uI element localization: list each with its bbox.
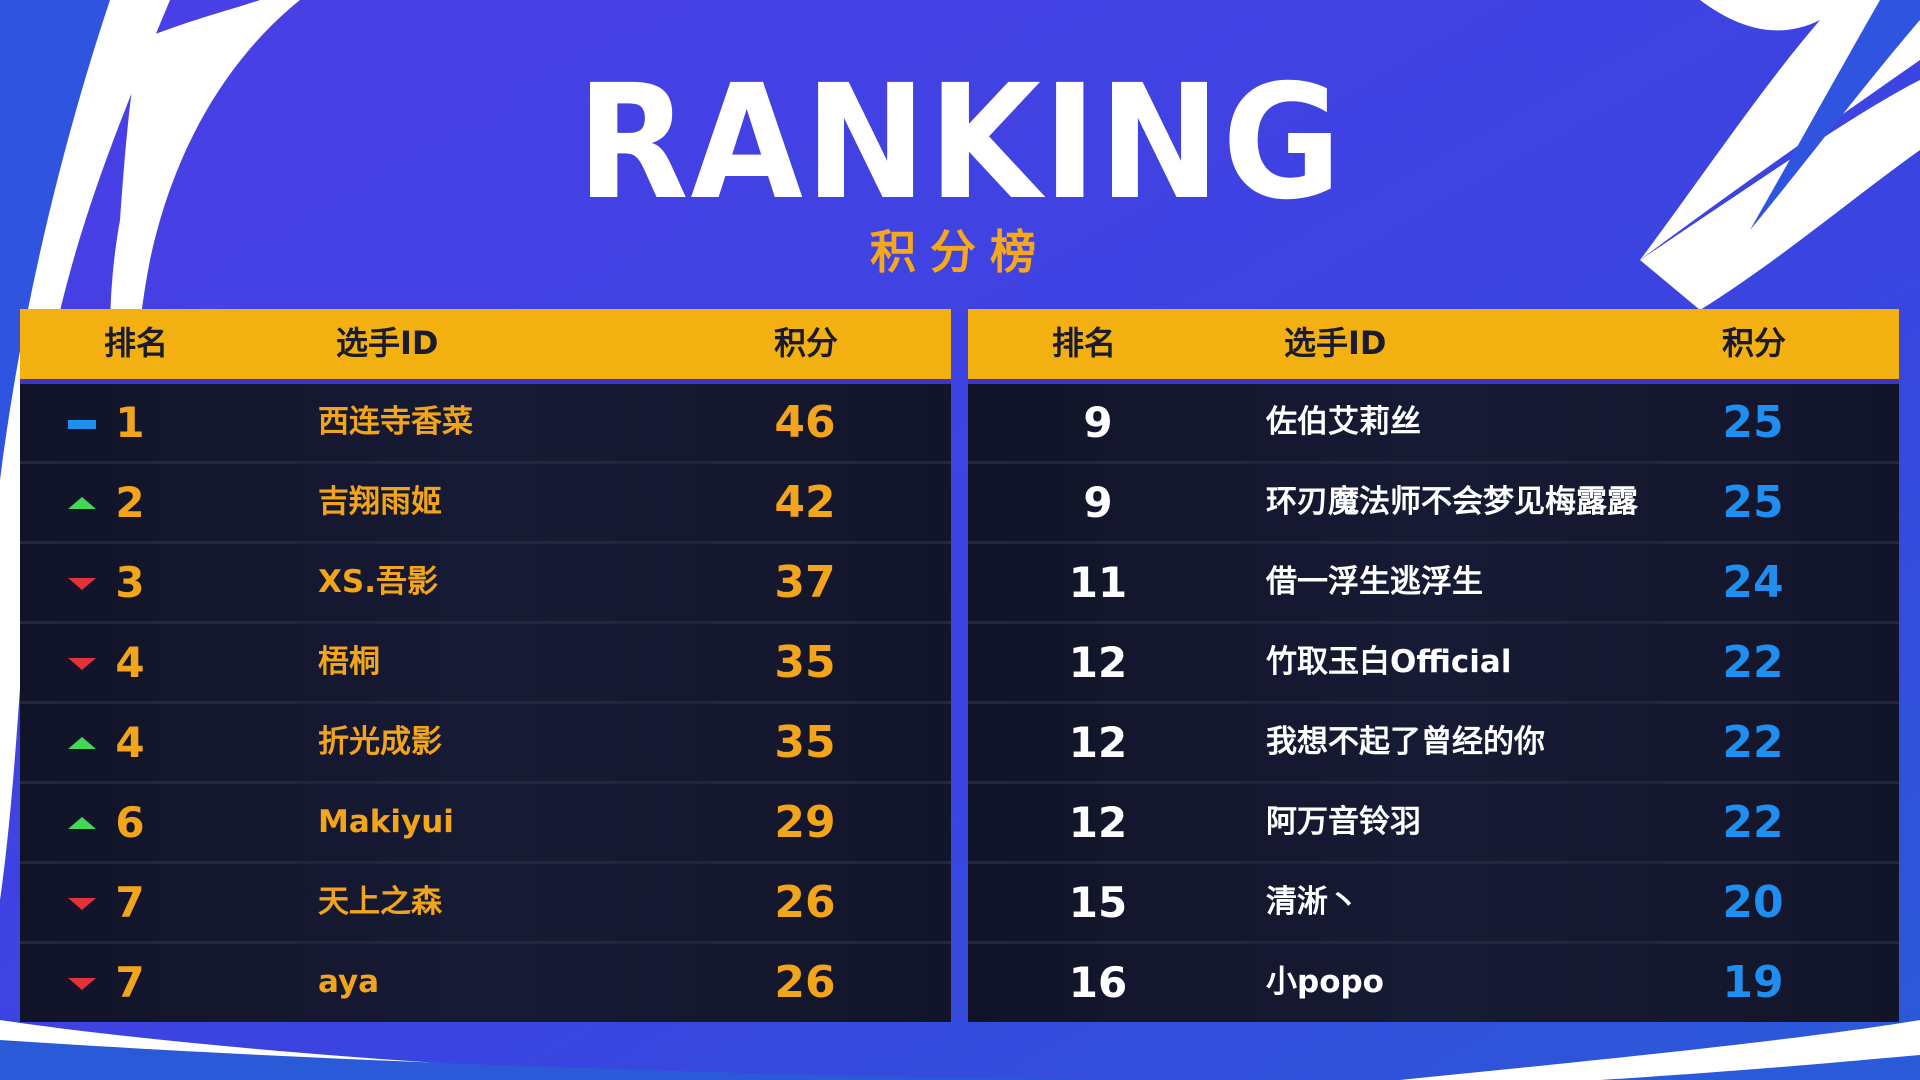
table-body: 1 西连寺香菜 46 2 吉翔雨姬 42 3 XS.吾影 37 4 梧桐 35 4 折光成影 35 6 Maki… — [20, 384, 951, 1022]
table-row: 6 Makiyui 29 — [20, 784, 951, 864]
table-row: 3 XS.吾影 37 — [20, 544, 951, 624]
player-id-cell: 西连寺香菜 — [318, 404, 473, 440]
trend-up-icon — [68, 497, 96, 509]
player-id-cell: 梧桐 — [318, 644, 380, 680]
rank-cell: 16 — [1068, 958, 1128, 1007]
rank-cell: 1 — [115, 398, 145, 447]
score-cell: 35 — [774, 717, 836, 768]
table-header: 排名 选手ID 积分 — [20, 309, 951, 384]
trend-down-icon — [68, 898, 96, 910]
column-header-score: 积分 — [774, 324, 839, 362]
table-row: 4 折光成影 35 — [20, 704, 951, 784]
score-cell: 24 — [1722, 557, 1784, 608]
ranking-table-left: 排名 选手ID 积分 1 西连寺香菜 46 2 吉翔雨姬 42 3 XS.吾影 37 4 梧桐 35 4… — [20, 309, 951, 1022]
table-row: 7 aya 26 — [20, 944, 951, 1022]
player-id-cell: 阿万音铃羽 — [1266, 804, 1421, 840]
column-header-rank: 排名 — [1052, 324, 1117, 362]
player-id-cell: 折光成影 — [318, 724, 442, 760]
column-header-score: 积分 — [1722, 324, 1787, 362]
score-cell: 37 — [774, 557, 836, 608]
score-cell: 42 — [774, 477, 836, 528]
rank-cell: 9 — [1083, 398, 1113, 447]
trend-down-icon — [68, 658, 96, 670]
rank-cell: 15 — [1068, 878, 1128, 927]
rank-cell: 12 — [1068, 718, 1128, 767]
table-row: 4 梧桐 35 — [20, 624, 951, 704]
rank-cell: 6 — [115, 798, 145, 847]
player-id-cell: XS.吾影 — [318, 564, 439, 600]
column-header-player: 选手ID — [336, 324, 439, 362]
score-cell: 35 — [774, 637, 836, 688]
score-cell: 19 — [1722, 957, 1784, 1008]
rank-cell: 4 — [115, 718, 145, 767]
score-cell: 25 — [1722, 397, 1784, 448]
table-row: 15 清淅丶 20 — [968, 864, 1899, 944]
rank-cell: 9 — [1083, 478, 1113, 527]
player-id-cell: 小popo — [1266, 964, 1384, 1000]
table-row: 11 借一浮生逃浮生 24 — [968, 544, 1899, 624]
table-row: 9 环刃魔法师不会梦见梅露露 25 — [968, 464, 1899, 544]
score-cell: 20 — [1722, 877, 1784, 928]
player-id-cell: 佐伯艾莉丝 — [1266, 404, 1421, 440]
table-row: 12 竹取玉白Official 22 — [968, 624, 1899, 704]
table-row: 9 佐伯艾莉丝 25 — [968, 384, 1899, 464]
player-id-cell: 天上之森 — [318, 884, 442, 920]
player-id-cell: 吉翔雨姬 — [318, 484, 442, 520]
player-id-cell: 我想不起了曾经的你 — [1266, 724, 1545, 760]
column-header-player: 选手ID — [1284, 324, 1387, 362]
rank-cell: 12 — [1068, 798, 1128, 847]
column-header-rank: 排名 — [104, 324, 169, 362]
rank-cell: 3 — [115, 558, 145, 607]
table-row: 1 西连寺香菜 46 — [20, 384, 951, 464]
score-cell: 46 — [774, 397, 836, 448]
score-cell: 22 — [1722, 637, 1784, 688]
player-id-cell: 清淅丶 — [1266, 884, 1359, 920]
table-row: 16 小popo 19 — [968, 944, 1899, 1022]
rank-cell: 7 — [115, 958, 145, 1007]
trend-up-icon — [68, 737, 96, 749]
rank-cell: 2 — [115, 478, 145, 527]
table-row: 12 阿万音铃羽 22 — [968, 784, 1899, 864]
rank-cell: 11 — [1068, 558, 1128, 607]
score-cell: 22 — [1722, 717, 1784, 768]
page-subtitle: 积分榜 — [870, 225, 1050, 279]
score-cell: 29 — [774, 797, 836, 848]
rank-cell: 4 — [115, 638, 145, 687]
trend-down-icon — [68, 578, 96, 590]
score-cell: 22 — [1722, 797, 1784, 848]
player-id-cell: aya — [318, 964, 380, 1000]
score-cell: 25 — [1722, 477, 1784, 528]
trend-up-icon — [68, 817, 96, 829]
rank-cell: 7 — [115, 878, 145, 927]
player-id-cell: 借一浮生逃浮生 — [1266, 564, 1483, 600]
table-header: 排名 选手ID 积分 — [968, 309, 1899, 384]
trend-down-icon — [68, 978, 96, 990]
rank-cell: 12 — [1068, 638, 1128, 687]
ranking-table-right: 排名 选手ID 积分 9 佐伯艾莉丝 25 9 环刃魔法师不会梦见梅露露 25 11 借一浮生… — [968, 309, 1899, 1022]
player-id-cell: 竹取玉白Official — [1266, 644, 1512, 680]
table-row: 7 天上之森 26 — [20, 864, 951, 944]
page-title: RANKING — [576, 51, 1344, 235]
table-row: 2 吉翔雨姬 42 — [20, 464, 951, 544]
player-id-cell: 环刃魔法师不会梦见梅露露 — [1266, 484, 1638, 520]
trend-unchanged-icon — [68, 420, 96, 429]
score-cell: 26 — [774, 877, 836, 928]
table-body: 9 佐伯艾莉丝 25 9 环刃魔法师不会梦见梅露露 25 11 借一浮生逃浮生 24 12 竹取玉白… — [968, 384, 1899, 1022]
table-row: 12 我想不起了曾经的你 22 — [968, 704, 1899, 784]
player-id-cell: Makiyui — [318, 804, 454, 840]
score-cell: 26 — [774, 957, 836, 1008]
